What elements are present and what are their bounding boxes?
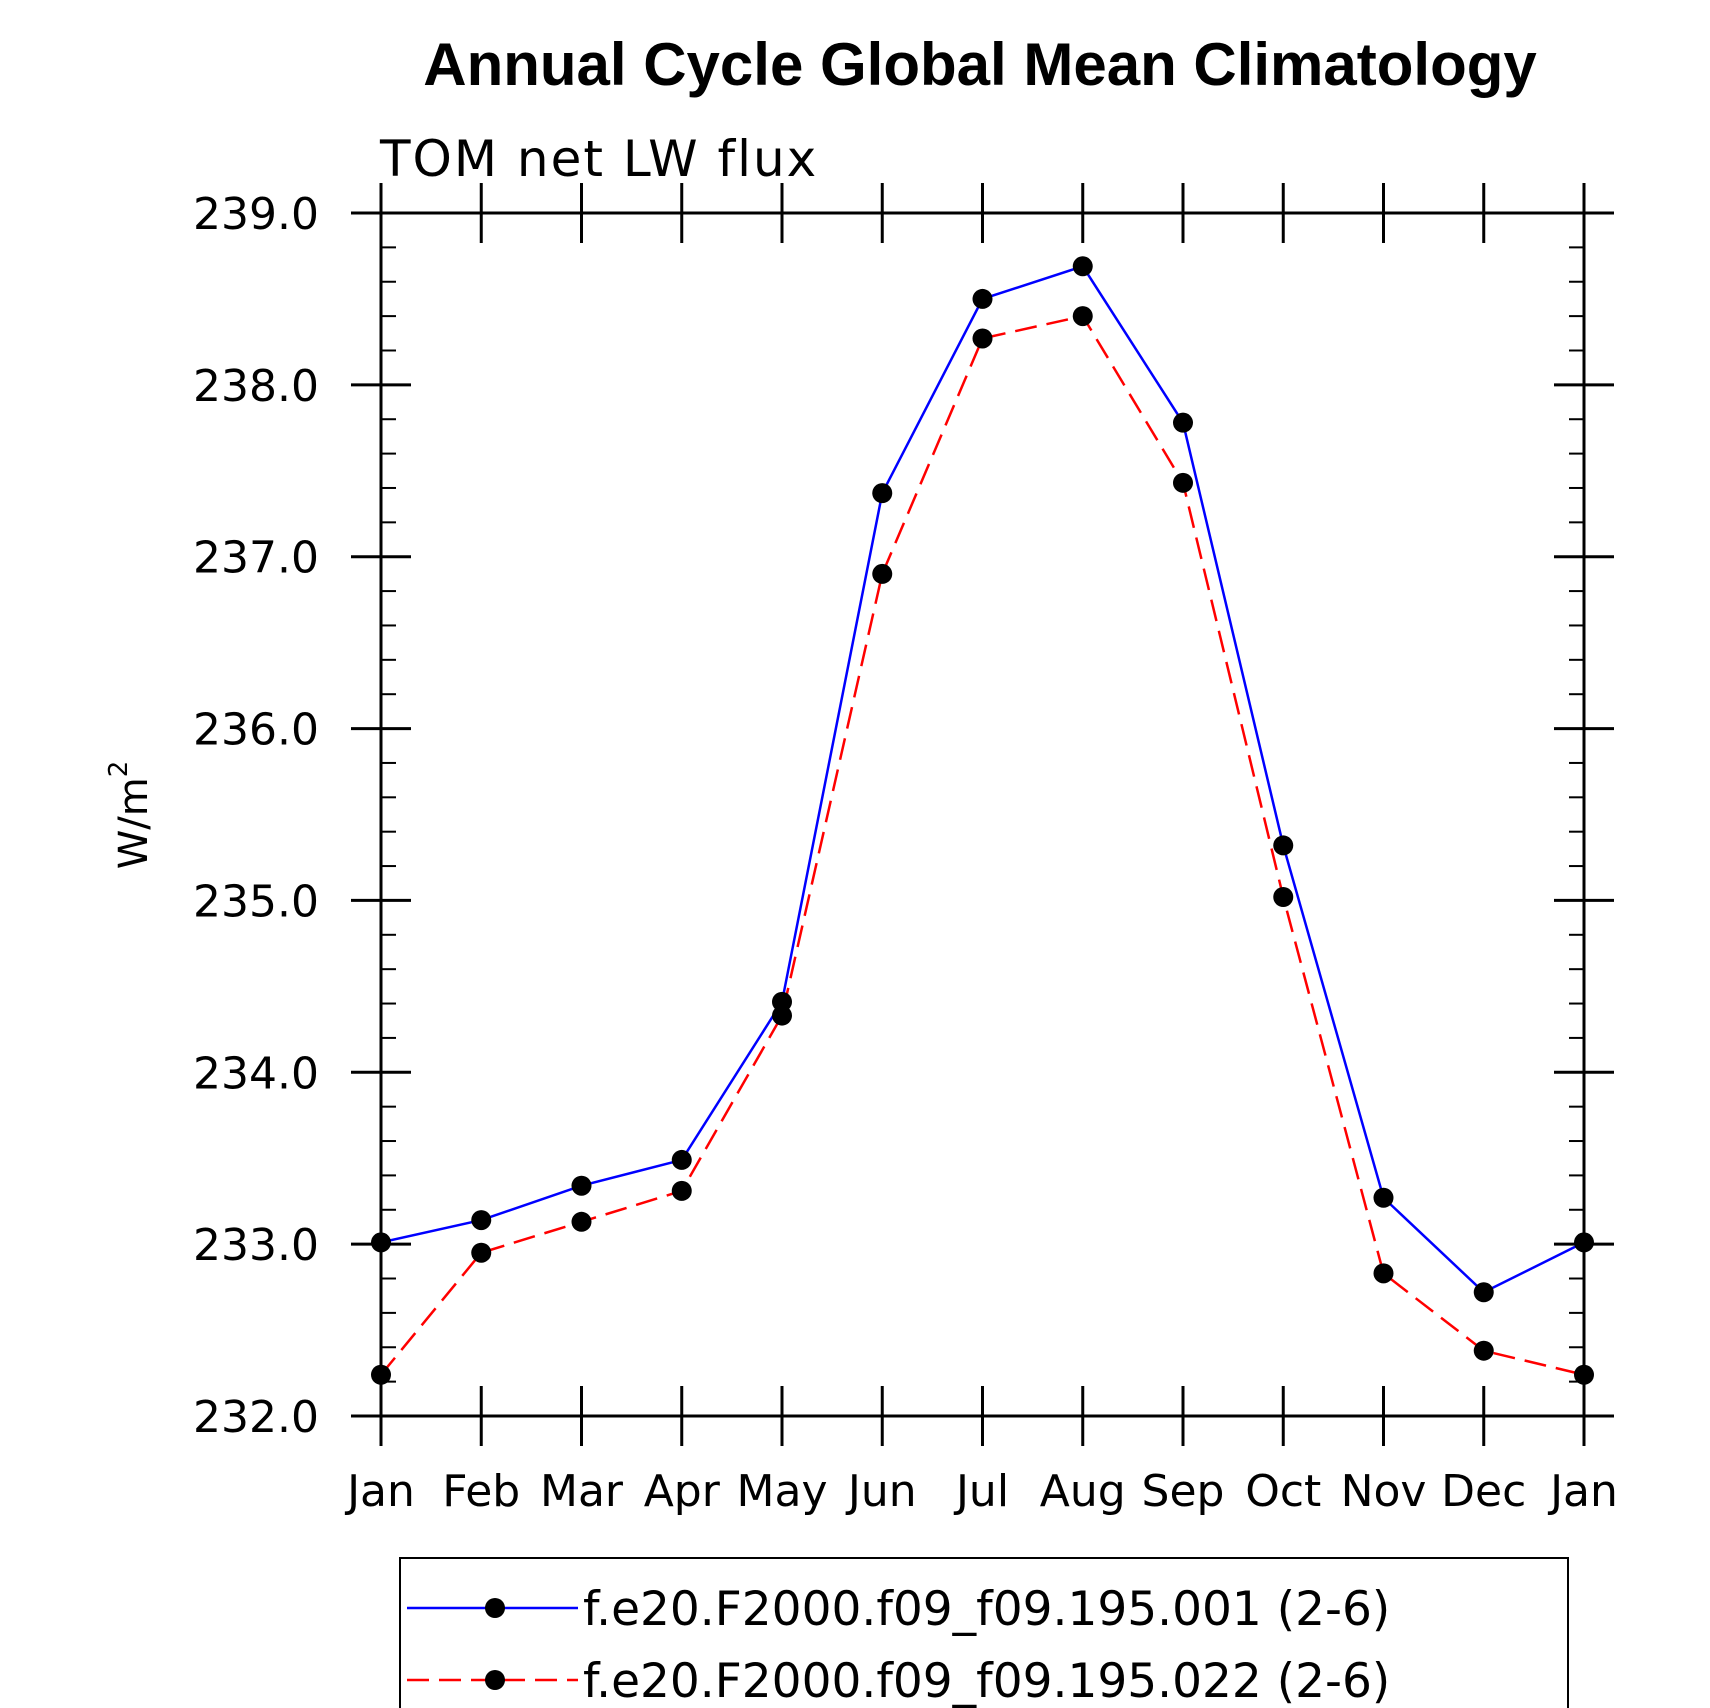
- y-axis-label: W/m: [111, 777, 157, 869]
- svg-text:W/m2: W/m2: [104, 761, 157, 870]
- data-point: [671, 1180, 692, 1201]
- x-tick-label: Jun: [845, 1466, 917, 1517]
- legend: f.e20.F2000.f09_f09.195.001 (2-6) f.e20.F…: [399, 1557, 1569, 1708]
- x-tick-label: Apr: [644, 1466, 721, 1517]
- data-point: [1574, 1364, 1594, 1385]
- legend-label-1: f.e20.F2000.f09_f09.195.001 (2-6): [583, 1582, 1390, 1637]
- y-tick-labels: 232.0 233.0 234.0 235.0 236.0 237.0 238.0 239.0: [193, 189, 319, 1443]
- legend-marker-2: [485, 1670, 505, 1690]
- x-tick-label: Jan: [1547, 1466, 1618, 1517]
- y-tick-label: 234.0: [193, 1048, 319, 1099]
- data-point: [1273, 835, 1294, 856]
- data-point: [872, 563, 893, 584]
- legend-box: [399, 1557, 1569, 1708]
- plot-frame: [379, 211, 1586, 1418]
- series-lines: [380, 264, 1585, 1376]
- ticks: [351, 183, 1614, 1446]
- x-tick-label: Aug: [1040, 1466, 1126, 1517]
- data-point: [972, 288, 993, 309]
- data-point: [1473, 1340, 1494, 1361]
- legend-label-2: f.e20.F2000.f09_f09.195.022 (2-6): [583, 1654, 1390, 1708]
- x-tick-label: Sep: [1142, 1466, 1225, 1517]
- x-tick-label: Jul: [953, 1466, 1009, 1517]
- data-point: [371, 1364, 391, 1385]
- x-tick-label: Dec: [1441, 1466, 1526, 1517]
- series-line-1: [380, 264, 1585, 1294]
- x-tick-label: Jan: [344, 1466, 415, 1517]
- data-point: [471, 1210, 492, 1231]
- data-point: [471, 1242, 492, 1263]
- data-point: [671, 1149, 692, 1170]
- x-tick-label: May: [737, 1466, 828, 1517]
- x-tick-label: Feb: [442, 1466, 520, 1517]
- data-point: [1072, 306, 1093, 327]
- x-tick-label: Nov: [1341, 1466, 1427, 1517]
- data-point: [1373, 1187, 1394, 1208]
- y-tick-label: 233.0: [193, 1220, 319, 1271]
- y-tick-label: 238.0: [193, 361, 319, 412]
- y-axis-title: W/m2: [104, 761, 157, 870]
- y-tick-label: 239.0: [193, 189, 319, 240]
- chart-subtitle: TOM net LW flux: [379, 130, 818, 188]
- data-point: [1373, 1263, 1394, 1284]
- data-point: [1473, 1282, 1494, 1303]
- data-point: [972, 328, 993, 349]
- y-axis-label-superscript: 2: [104, 761, 134, 778]
- data-point: [872, 483, 893, 504]
- x-tick-label: Mar: [540, 1466, 624, 1517]
- data-point: [1173, 472, 1193, 493]
- data-point: [772, 1005, 792, 1026]
- legend-marker-1: [485, 1598, 505, 1618]
- x-tick-labels: Jan Feb Mar Apr May Jun Jul Aug Sep Oct Nov Dec Jan: [344, 1466, 1618, 1517]
- chart-title: Annual Cycle Global Mean Climatology: [423, 31, 1537, 98]
- y-tick-label: 236.0: [193, 705, 319, 756]
- data-point: [571, 1211, 592, 1232]
- series-markers: [371, 256, 1594, 1385]
- data-point: [571, 1175, 592, 1196]
- y-tick-label: 235.0: [193, 876, 319, 927]
- data-point: [371, 1232, 391, 1253]
- data-point: [772, 991, 792, 1012]
- y-tick-label: 232.0: [193, 1392, 319, 1443]
- data-point: [1574, 1232, 1594, 1253]
- y-tick-label: 237.0: [193, 533, 319, 584]
- data-point: [1273, 886, 1294, 907]
- legend-entries: f.e20.F2000.f09_f09.195.001 (2-6) f.e20.F…: [407, 1582, 1390, 1708]
- data-point: [1173, 412, 1193, 433]
- data-point: [1072, 256, 1093, 277]
- x-tick-label: Oct: [1245, 1466, 1321, 1517]
